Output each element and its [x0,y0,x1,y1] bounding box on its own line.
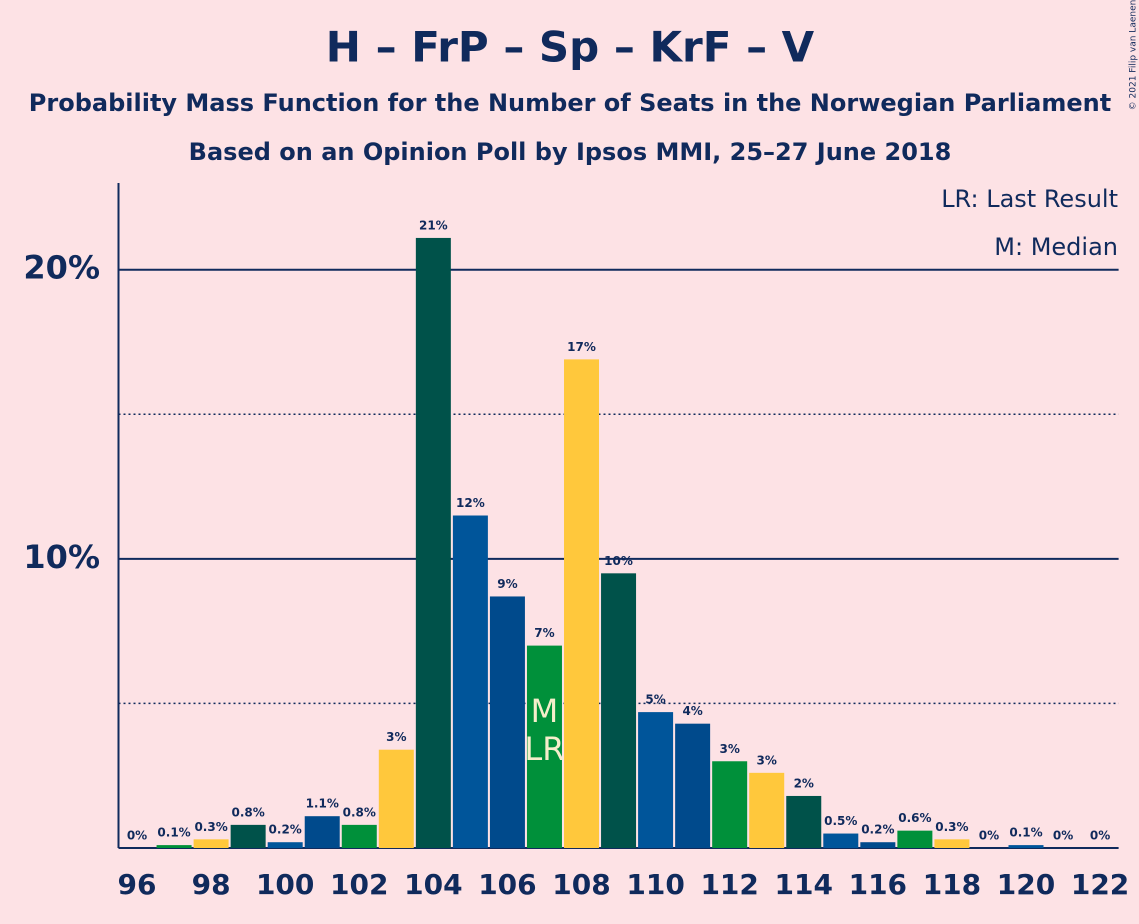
x-tick-label: 122 [1071,868,1129,901]
value-label: 0% [1090,829,1110,843]
copyright: © 2021 Filip van Laenen [1129,0,1139,110]
value-label: 0.1% [157,826,190,840]
chart-title: H – FrP – Sp – KrF – V [326,23,815,72]
value-label: 2% [794,776,814,790]
bar [823,833,859,848]
x-tick-label: 110 [626,868,684,901]
value-label: 5% [645,693,665,707]
value-label: 0.8% [232,805,265,819]
bar [193,839,229,848]
x-tick-label: 98 [192,868,231,901]
bar [378,749,414,848]
value-label: 0.3% [194,820,227,834]
bar [452,515,488,848]
bar [526,645,562,848]
x-tick-label: 102 [330,868,388,901]
x-tick-label: 104 [404,868,462,901]
chart-subtitle: Probability Mass Function for the Number… [29,89,1111,117]
value-label: 0.3% [935,820,968,834]
bar [1008,845,1044,848]
value-label: 0% [1053,829,1073,843]
legend-entry: M: Median [994,233,1118,261]
value-label: 4% [682,704,702,718]
value-label: 0% [979,829,999,843]
bar [749,772,785,848]
value-label: 10% [604,554,633,568]
value-label: 3% [719,742,739,756]
bar [712,761,748,848]
x-tick-label: 108 [552,868,610,901]
value-label: 1.1% [306,797,339,811]
value-label: 3% [757,753,777,767]
x-tick-label: 120 [997,868,1055,901]
median-marker: M [531,692,559,730]
value-label: 12% [456,496,485,510]
value-label: 17% [567,340,596,354]
last-result-marker: LR [524,730,564,768]
bar [304,816,340,848]
value-label: 0.2% [861,823,894,837]
value-label: 0.5% [824,814,857,828]
x-tick-label: 100 [256,868,314,901]
value-label: 0.1% [1009,826,1042,840]
y-tick-label: 20% [23,249,100,287]
value-label: 3% [386,730,406,744]
value-label: 7% [534,626,554,640]
bar [489,596,525,848]
legend-entry: LR: Last Result [941,185,1118,213]
bar [860,842,896,848]
x-tick-label: 116 [849,868,907,901]
value-label: 9% [497,577,517,591]
bar [675,723,711,848]
x-tick-label: 96 [118,868,157,901]
bar [564,359,600,848]
bar [638,712,674,848]
x-tick-label: 106 [478,868,536,901]
bar [934,839,970,848]
bar [415,237,451,848]
value-label: 0% [127,829,147,843]
bar [897,830,933,848]
x-tick-label: 114 [775,868,833,901]
bar [156,845,192,848]
x-tick-label: 118 [923,868,981,901]
x-tick-label: 112 [700,868,758,901]
value-label: 0.6% [898,811,931,825]
bar [601,573,637,848]
bar [341,824,377,848]
value-label: 21% [419,218,448,232]
bar [267,842,303,848]
value-label: 0.2% [269,823,302,837]
bar [230,824,266,848]
y-tick-label: 10% [23,538,100,576]
value-label: 0.8% [343,805,376,819]
chart-subtitle: Based on an Opinion Poll by Ipsos MMI, 2… [189,138,952,166]
bar [786,795,822,848]
